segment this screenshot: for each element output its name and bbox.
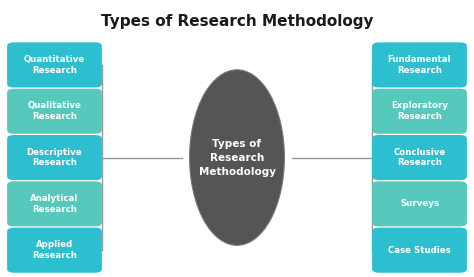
Text: Descriptive
Research: Descriptive Research bbox=[27, 148, 82, 167]
Text: Types of
Research
Methodology: Types of Research Methodology bbox=[199, 138, 275, 176]
Text: Quantitative
Research: Quantitative Research bbox=[24, 55, 85, 75]
FancyBboxPatch shape bbox=[7, 228, 102, 273]
FancyBboxPatch shape bbox=[7, 135, 102, 180]
Text: Analytical
Research: Analytical Research bbox=[30, 194, 79, 214]
FancyBboxPatch shape bbox=[372, 181, 467, 226]
Text: Types of Research Methodology: Types of Research Methodology bbox=[101, 14, 373, 29]
Text: Fundamental
Research: Fundamental Research bbox=[388, 55, 451, 75]
FancyBboxPatch shape bbox=[7, 89, 102, 134]
FancyBboxPatch shape bbox=[372, 135, 467, 180]
FancyBboxPatch shape bbox=[7, 181, 102, 226]
FancyBboxPatch shape bbox=[7, 42, 102, 88]
Ellipse shape bbox=[190, 70, 284, 245]
Text: Exploratory
Research: Exploratory Research bbox=[391, 101, 448, 121]
FancyBboxPatch shape bbox=[372, 42, 467, 88]
Text: Applied
Research: Applied Research bbox=[32, 240, 77, 260]
FancyBboxPatch shape bbox=[372, 228, 467, 273]
FancyBboxPatch shape bbox=[372, 89, 467, 134]
Text: Conclusive
Research: Conclusive Research bbox=[393, 148, 446, 167]
Text: Surveys: Surveys bbox=[400, 199, 439, 208]
Text: Case Studies: Case Studies bbox=[388, 246, 451, 255]
Text: Qualitative
Research: Qualitative Research bbox=[27, 101, 82, 121]
